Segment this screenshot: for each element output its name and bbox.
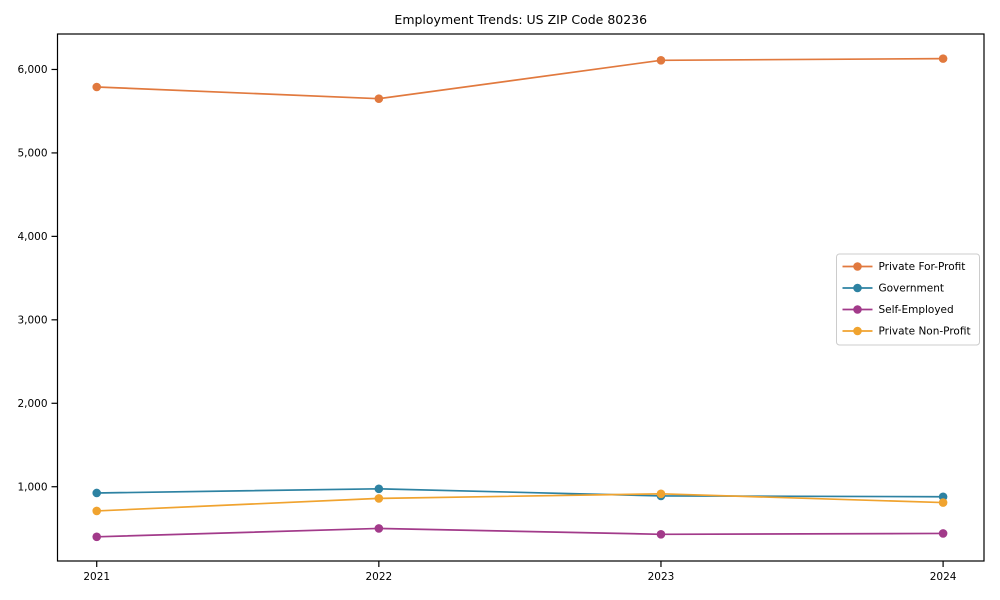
series-marker-self-employed [374, 524, 384, 533]
series-marker-private-for-profit [92, 82, 102, 92]
plot-frame [56, 33, 985, 562]
x-axis-tick-label: 2023 [648, 571, 675, 583]
x-axis-tick-label: 2022 [365, 571, 392, 583]
x-axis-tick-label: 2021 [83, 571, 110, 583]
legend-label-government: Government [879, 283, 944, 295]
y-axis-tick-label: 6,000 [17, 64, 47, 76]
series-line-private-non-profit [96, 492, 944, 512]
series-marker-private-for-profit [938, 54, 948, 63]
series-line-self-employed [96, 527, 944, 538]
legend-marker-private-for-profit [853, 262, 862, 271]
series-marker-government [92, 488, 102, 498]
series-marker-self-employed [656, 529, 666, 539]
y-axis-tick-label: 4,000 [17, 231, 47, 243]
series-marker-self-employed [938, 529, 948, 538]
legend-label-private-for-profit: Private For-Profit [879, 261, 966, 273]
series-line-private-for-profit [96, 57, 944, 100]
series-marker-private-non-profit [374, 494, 384, 503]
chart-title: Employment Trends: US ZIP Code 80236 [394, 12, 647, 27]
x-axis-tick-label: 2024 [930, 571, 957, 583]
series-marker-private-for-profit [374, 94, 384, 103]
legend-label-private-non-profit: Private Non-Profit [879, 326, 971, 338]
series-marker-private-for-profit [656, 55, 666, 65]
legend-label-self-employed: Self-Employed [879, 304, 954, 316]
y-axis-tick-label: 1,000 [17, 481, 47, 493]
legend-marker-private-non-profit [853, 326, 862, 336]
legend-marker-self-employed [853, 305, 862, 314]
series-marker-private-non-profit [938, 498, 948, 507]
y-axis-tick-label: 2,000 [17, 398, 47, 410]
series-line-government [96, 487, 944, 498]
y-axis-tick-label: 5,000 [17, 148, 47, 160]
series-marker-private-non-profit [92, 506, 102, 516]
y-axis-tick-label: 3,000 [17, 314, 47, 326]
series-marker-private-non-profit [656, 489, 666, 499]
legend-box [836, 253, 980, 346]
series-marker-self-employed [92, 532, 102, 542]
legend-marker-government [853, 283, 862, 293]
series-marker-government [374, 484, 384, 494]
